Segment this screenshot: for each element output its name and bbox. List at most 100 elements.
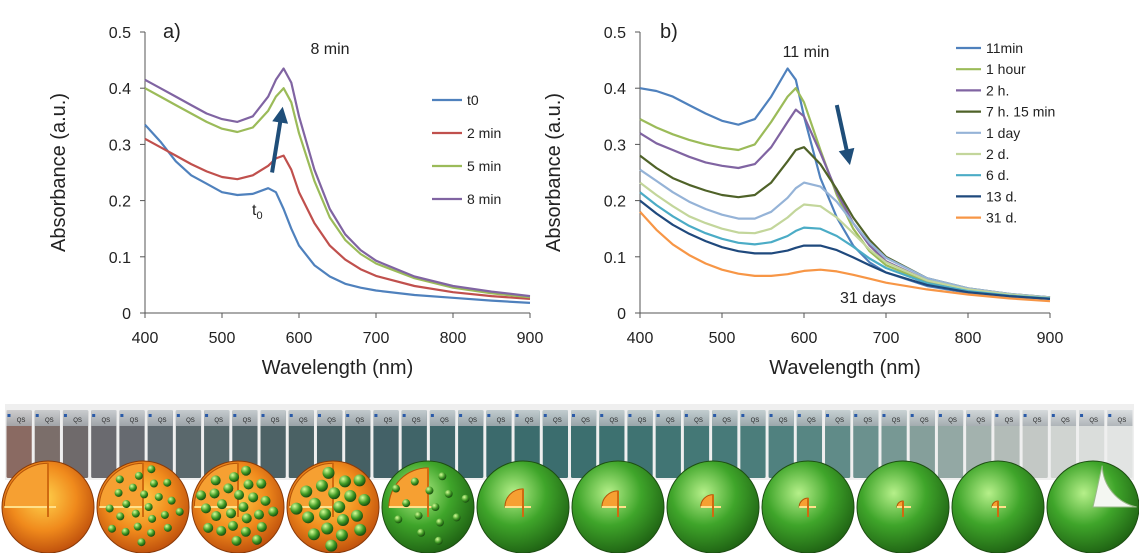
core-cutaway [288,462,334,508]
vial-cap [458,410,484,426]
silver-particle [131,509,140,518]
sphere-stage [96,460,190,553]
core-cutaway [388,467,429,508]
vial-label: QS [130,418,139,424]
vial-cap-marker [430,414,434,417]
silver-particle [354,523,367,536]
series-line [639,181,1051,299]
legend-label: 2 h. [986,82,1009,98]
vial-label: QS [299,418,308,424]
vial-cap [514,410,540,426]
sphere-stage [1046,460,1139,553]
vial-label: QS [45,418,54,424]
vial-cap [571,410,597,426]
y-tick-label: 0.5 [604,25,626,42]
vial-cap-marker [317,414,321,417]
vial [740,410,766,478]
vial-label: QS [1118,418,1127,424]
sphere-stage [476,460,570,553]
x-tick-label: 600 [791,330,818,347]
vial [91,410,117,478]
x-tick-label: 400 [627,330,654,347]
vial-cap [401,410,427,426]
vial-cap-marker [769,414,773,417]
silver-particle [435,518,444,527]
y-tick-label: 0.4 [604,81,626,98]
silver-particle [325,539,338,552]
series-line [144,67,531,298]
vial-cap [6,410,32,426]
y-tick-label: 0.1 [109,250,131,267]
vial-cap-marker [1080,414,1084,417]
y-tick-label: 0.1 [604,250,626,267]
vial-label: QS [384,418,393,424]
vial-cap-marker [148,414,152,417]
silver-particle [315,479,328,492]
vial [147,410,173,478]
vial [175,410,202,478]
silver-particle [336,513,349,526]
vial-cap [881,410,907,426]
vial [1050,410,1077,478]
y-tick-label: 0.2 [109,194,131,211]
vial-cap-marker [459,414,463,417]
silver-particle [148,514,157,523]
vial-cap-marker [600,414,604,417]
vial [458,410,484,478]
silver-particle [321,522,334,535]
vial [373,410,399,478]
legend-label: 2 min [467,125,501,141]
legend-label: 7 h. 15 min [986,104,1055,120]
vial-label: QS [214,418,223,424]
vial-cap-marker [995,414,999,417]
silver-particle [234,489,245,500]
silver-particle [134,471,143,480]
vial [937,410,964,478]
vial-cap [768,410,794,426]
silver-particle [402,499,411,508]
annotation-peak-label: 8 min [310,41,349,58]
sphere-stage [1,460,95,553]
core-cutaway [98,462,144,508]
series-line [144,87,531,299]
silver-particle [328,487,341,500]
y-tick-label: 0.3 [109,137,131,154]
vial-cap-marker [346,414,350,417]
vial [1022,410,1048,478]
vial-cap [1079,410,1105,426]
silver-particle [226,508,237,519]
vial-label: QS [327,418,336,424]
series-line [639,191,1051,300]
vial-cap [1050,410,1077,426]
y-tick-label: 0.2 [604,194,626,211]
silver-particle [302,511,315,524]
silver-particle [105,504,114,513]
vial [260,410,286,478]
vial [909,410,935,478]
silver-particle [358,494,371,507]
silver-particle [392,484,401,493]
silver-particle [200,503,211,514]
silver-particle [425,486,434,495]
silver-particle [256,522,267,533]
vial-cap [204,410,230,426]
silver-particle [461,494,470,503]
vial-label: QS [17,418,26,424]
vial-cap [345,410,371,426]
vial-cap [175,410,202,426]
silver-particle [163,523,172,532]
x-tick-label: 900 [1037,330,1064,347]
silver-particle [227,520,238,531]
vial-cap [825,410,851,426]
annotation-label: 31 days [840,290,896,307]
vial-label: QS [920,418,929,424]
legend-label: 11min [986,40,1023,56]
silver-particle [238,502,249,512]
vial-label: QS [271,418,280,424]
sphere-stage [191,460,285,553]
vial-cap [909,410,935,426]
nanoparticle-illustration-strip [1,460,1139,553]
silver-particle [333,501,346,513]
silver-particle [438,472,447,481]
silver-particle [308,497,321,510]
